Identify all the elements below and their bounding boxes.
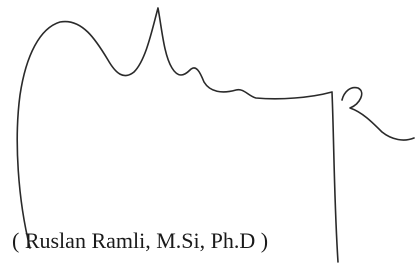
- signature-stroke: [17, 8, 414, 262]
- signature-page: ( Ruslan Ramli, M.Si, Ph.D ): [0, 0, 416, 268]
- signatory-name: ( Ruslan Ramli, M.Si, Ph.D ): [12, 228, 268, 254]
